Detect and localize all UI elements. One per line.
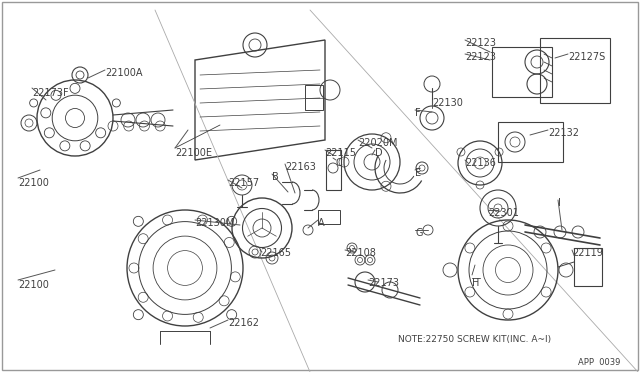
Text: 22108: 22108 (345, 248, 376, 258)
Text: I: I (558, 198, 561, 208)
Text: D: D (375, 148, 383, 158)
Bar (305, 85, 323, 110)
Text: NOTE:22750 SCREW KIT(INC. A~I): NOTE:22750 SCREW KIT(INC. A~I) (398, 335, 551, 344)
Text: 22165: 22165 (260, 248, 291, 258)
Bar (318, 210, 340, 224)
Text: B: B (272, 172, 279, 182)
Text: 22119: 22119 (572, 248, 603, 258)
Bar (326, 150, 341, 190)
Text: G: G (415, 228, 422, 238)
Text: F: F (415, 108, 420, 118)
Text: 22100A: 22100A (105, 68, 143, 78)
Text: 22130M: 22130M (195, 218, 234, 228)
Text: 22115: 22115 (325, 148, 356, 158)
Text: 22123: 22123 (465, 38, 496, 48)
Bar (540, 38, 610, 103)
Text: 22127S: 22127S (568, 52, 605, 62)
Bar (492, 47, 552, 97)
Text: 22100E: 22100E (175, 148, 212, 158)
Text: 22301: 22301 (488, 208, 519, 218)
Text: 22162: 22162 (228, 318, 259, 328)
Text: A: A (318, 218, 324, 228)
Text: 22173: 22173 (368, 278, 399, 288)
Bar (498, 122, 563, 162)
Text: 22132: 22132 (548, 128, 579, 138)
Text: 22136: 22136 (465, 158, 496, 168)
Text: H: H (472, 278, 479, 288)
Text: 22163: 22163 (285, 162, 316, 172)
Text: 22123: 22123 (465, 52, 496, 62)
Text: 22100: 22100 (18, 280, 49, 290)
Text: APP  0039: APP 0039 (578, 358, 620, 367)
Text: 22173F: 22173F (32, 88, 68, 98)
Text: 22100: 22100 (18, 178, 49, 188)
Text: C: C (336, 158, 343, 168)
Text: 22020M: 22020M (358, 138, 397, 148)
Bar (574, 248, 602, 286)
Text: E: E (415, 168, 421, 178)
Text: 22130: 22130 (432, 98, 463, 108)
Text: 22157: 22157 (228, 178, 259, 188)
